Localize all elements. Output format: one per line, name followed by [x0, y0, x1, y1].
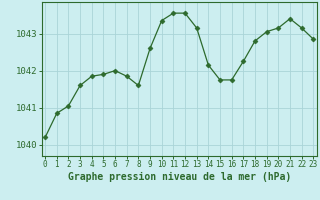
X-axis label: Graphe pression niveau de la mer (hPa): Graphe pression niveau de la mer (hPa) [68, 172, 291, 182]
